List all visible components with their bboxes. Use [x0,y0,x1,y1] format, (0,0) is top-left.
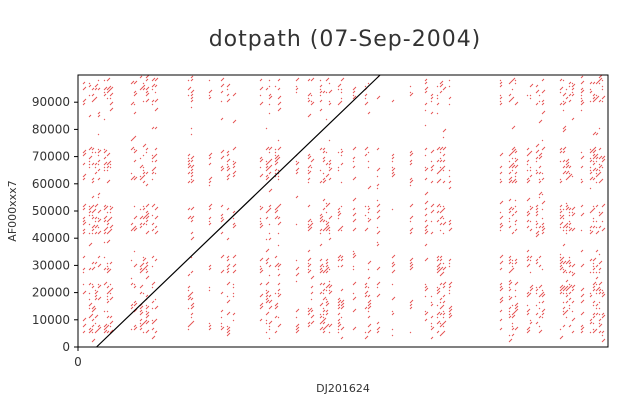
x-tick-label: 0 [74,355,82,369]
y-tick-label: 90000 [32,95,70,109]
chart-title: dotpath (07-Sep-2004) [209,27,482,52]
y-tick-label: 0 [62,340,70,354]
y-tick-label: 60000 [32,177,70,191]
y-tick-label: 10000 [32,313,70,327]
y-tick-label: 50000 [32,204,70,218]
y-axis: 0 10000 20000 30000 40000 50000 60000 70000 8000… [32,95,78,354]
y-tick-label: 30000 [32,258,70,272]
repeat-match-dots [82,74,606,343]
y-tick-label: 70000 [32,150,70,164]
y-tick-label: 20000 [32,286,70,300]
x-axis-label: DJ201624 [316,382,370,395]
y-tick-label: 80000 [32,122,70,136]
x-axis: 0 [74,347,82,369]
repeat-dots-layer [82,74,606,343]
series-line [96,74,381,348]
y-tick-label: 40000 [32,231,70,245]
y-axis-label: AF000xxx7 [6,180,19,241]
